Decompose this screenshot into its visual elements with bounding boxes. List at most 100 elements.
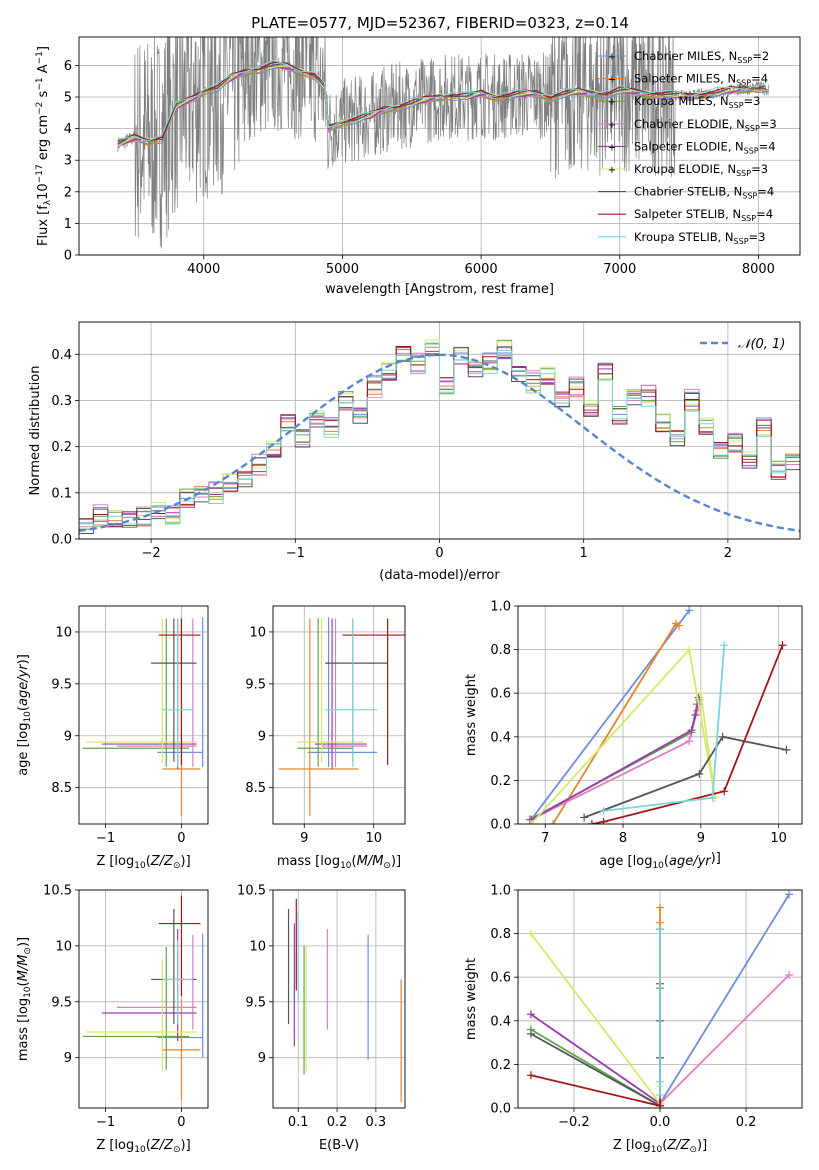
legend-suffix: =4 [751,72,768,86]
x-tick-label: 6000 [465,262,498,277]
legend-marker: + [608,142,616,153]
residual-histogram-step [79,343,800,528]
mass-weight-point [587,820,596,824]
legend-label: Salpeter MILES, N [634,72,736,86]
legend-marker: + [608,165,616,176]
mass-weight-line [530,933,661,1107]
y-tick-label: 0.0 [51,533,72,548]
y-tick-label: 0.2 [490,774,511,789]
legend-sub: SSP [744,146,759,155]
x-axis-label: (data-model)/error [379,568,500,583]
grid [79,889,208,1108]
axes-residual_hist: −2 −1 0 1 2 0.0 0.1 0.2 0.3 0.4 (data-model)/error… [28,321,801,583]
legend-entry: Chabrier STELIB, NSSP=4 [634,185,774,201]
mass-weight-line [530,697,700,821]
normal-reference-curve [79,353,800,533]
y-tick-label: 0.4 [490,730,511,745]
y-tick-label: 9 [258,1051,266,1066]
legend-suffix: =3 [744,94,761,108]
x-axis-label-part: ( [352,854,357,869]
mass-weight-point [526,1071,535,1080]
y-axis-label-part: −1 [35,77,45,90]
y-tick-label: 0.6 [490,971,511,986]
legend-marker: + [608,97,616,108]
mass-weight-line [591,644,784,824]
y-tick-label: 10 [249,939,266,954]
x-tick-label: 5000 [326,262,359,277]
x-axis-label-part: age [log [599,854,652,869]
mass-weight-point [778,641,787,650]
axes-frame [78,321,801,540]
y-axis-label-part: mass weight [464,958,479,1040]
plot-area [526,890,794,1108]
plot-area [117,37,770,249]
y-axis-label-part: ⊙ [23,947,33,955]
x-tick-label: 0.0 [650,1115,671,1130]
y-tick-label: 0.0 [490,1102,511,1117]
y-tick-label: 9.5 [51,677,72,692]
legend-label: Salpeter ELODIE, N [634,139,744,153]
x-axis-label-part: Z/Z [666,1138,690,1153]
mass-weight-line [659,893,790,1105]
y-tick-label: 9.5 [245,995,266,1010]
mass-weight-point [656,1101,664,1108]
y-tick-label: 1 [64,217,72,232]
x-tick-label: 0.2 [327,1115,348,1130]
x-axis-label-part: 10 [134,861,146,871]
y-axis-label-part: )] [16,654,31,664]
axes-frame [517,605,803,825]
mass-weight-point [708,793,717,802]
legend-sub: SSP [737,56,752,65]
y-tick-label: 1.0 [490,600,511,615]
residual-histogram-step [79,346,800,528]
x-axis-label-part: wavelength [Angstrom, rest frame] [325,282,554,297]
legend-sub: SSP [736,79,751,88]
y-axis-label: Normed distribution [28,366,43,496]
legend-suffix: =3 [749,230,766,244]
y-axis-label: age [log10(age/yr)] [16,654,33,776]
mass-weight-point [720,787,729,796]
y-tick-label: 10 [55,625,72,640]
x-axis-label: Z [log10(Z/Z⊙)] [96,1138,190,1155]
y-tick-label: 0.2 [51,440,72,455]
legend-suffix: =4 [759,139,776,153]
x-axis-label-part: Z [log [96,854,134,869]
x-tick-label: 2 [724,546,732,561]
x-axis-label-part: Z/Z [150,854,174,869]
y-axis-label-part: Normed distribution [28,366,43,496]
mass-weight-point [526,1010,535,1019]
mass-weight-point [782,745,791,754]
legend-entry: Salpeter MILES, NSSP=4 [634,72,768,88]
mass-weight-point [580,813,589,822]
spectrum-legend: + Chabrier MILES, NSSP=2 + Salpeter MILES, … [598,49,777,246]
axes-frame [78,889,209,1109]
mass-weight-point [656,903,664,912]
legend-entry: Chabrier MILES, NSSP=2 [634,49,769,65]
x-tick-label: 0.3 [366,1115,387,1130]
y-tick-label: 10.5 [43,884,72,899]
observed-spectrum [117,37,770,249]
axes-frame [78,605,209,825]
plot-area [82,895,204,1101]
x-tick-label: 9 [300,831,308,846]
x-axis-label-part: ⊙ [173,861,181,871]
y-tick-label: 9.5 [51,995,72,1010]
legend-sub: SSP [741,214,756,223]
mass-weight-point [549,820,558,824]
x-axis-label-part: E(B-V) [319,1138,359,1153]
mass-weight-line [530,647,716,824]
x-axis-label-part: 10 [652,861,664,871]
mass-weight-line [583,735,787,819]
x-axis-label-part: ( [662,1138,667,1153]
x-axis-label: Z [log10(Z/Z⊙)] [613,1138,707,1155]
mass-weight-point [785,971,794,980]
grid [273,889,405,1108]
mass-weight-point [687,726,696,735]
legend-entry: Kroupa ELODIE, NSSP=3 [634,162,768,178]
x-axis-label-part: age/yr [669,854,712,869]
y-axis-label: mass [log10(M/M⊙)] [16,937,33,1061]
axes-frame [78,36,801,256]
legend-entry: Kroupa MILES, NSSP=3 [634,94,760,110]
mass-weight-point [656,925,664,934]
